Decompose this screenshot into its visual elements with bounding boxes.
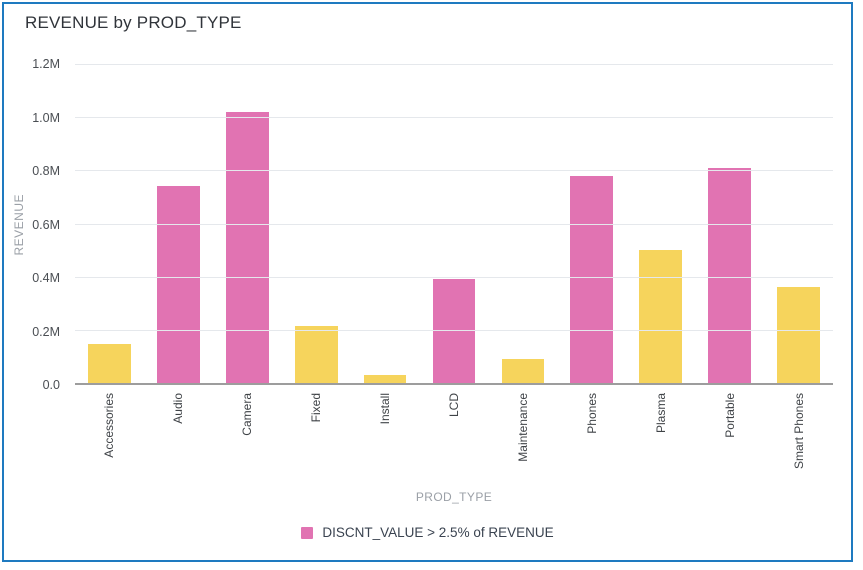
x-tick-slot: Fixed <box>282 393 351 485</box>
gridline <box>75 117 833 119</box>
x-tick-label: Accessories <box>102 393 117 458</box>
y-tick-label: 0.8M <box>32 164 60 178</box>
bar-slot <box>557 64 626 383</box>
bar-series <box>75 64 833 383</box>
y-tick-label: 0.0 <box>42 378 60 392</box>
bar-portable[interactable] <box>708 167 751 383</box>
y-tick-label: 0.6M <box>32 217 60 232</box>
x-axis-title: PROD_TYPE <box>415 490 493 504</box>
bar-slot <box>282 64 351 383</box>
legend: DISCNT_VALUE > 2.5% of REVENUE <box>4 525 851 540</box>
y-tick-label: 0.2M <box>32 324 60 339</box>
x-tick-label: Fixed <box>309 393 324 423</box>
x-tick-label: LCD <box>446 393 461 418</box>
bar-accessories[interactable] <box>88 344 131 383</box>
x-tick-slot: Audio <box>144 393 213 485</box>
bar-slot <box>626 64 695 383</box>
x-tick-slot: Maintenance <box>488 393 557 485</box>
gridline <box>75 329 833 331</box>
y-tick-label: 0.4M <box>32 271 60 285</box>
x-tick-label: Plasma <box>653 393 668 434</box>
y-tick-label: 1.2M <box>32 57 60 71</box>
plot-area <box>75 64 833 385</box>
gridline <box>75 64 833 65</box>
x-tick-slot: Phones <box>557 393 626 485</box>
bar-slot <box>213 64 282 383</box>
x-tick-label: Maintenance <box>515 393 530 462</box>
gridline <box>75 223 833 225</box>
x-tick-slot: Plasma <box>626 393 695 485</box>
bar-slot <box>420 64 489 383</box>
chart-card: REVENUE by PROD_TYPE REVENUE 1.2M 1.0M 0.8… <box>2 2 853 562</box>
bar-slot <box>75 64 144 383</box>
x-tick-slot: LCD <box>420 393 489 485</box>
x-axis-ticks: Accessories Audio Camera Fixed Install LCD Mai… <box>75 393 833 485</box>
bar-smart-phones[interactable] <box>777 287 820 383</box>
x-tick-label: Phones <box>584 393 599 434</box>
gridline <box>75 276 833 278</box>
bar-slot <box>488 64 557 383</box>
x-tick-slot: Accessories <box>75 393 144 485</box>
x-tick-slot: Portable <box>695 393 764 485</box>
bar-slot <box>351 64 420 383</box>
x-tick-label: Portable <box>722 393 737 438</box>
x-tick-slot: Camera <box>213 393 282 485</box>
y-tick-label: 1.0M <box>32 110 60 125</box>
x-tick-label: Audio <box>171 393 186 424</box>
bar-fixed[interactable] <box>294 325 338 383</box>
bar-camera[interactable] <box>225 111 269 383</box>
bar-phones[interactable] <box>570 175 614 383</box>
legend-label: DISCNT_VALUE > 2.5% of REVENUE <box>322 525 554 540</box>
bar-plasma[interactable] <box>639 250 683 383</box>
bar-maintenance[interactable] <box>501 359 545 383</box>
bar-slot <box>695 64 764 383</box>
bar-lcd[interactable] <box>432 279 476 383</box>
x-tick-label: Smart Phones <box>791 393 806 470</box>
x-tick-label: Camera <box>240 393 255 436</box>
bar-slot <box>764 64 833 383</box>
x-tick-slot: Install <box>351 393 420 485</box>
x-tick-slot: Smart Phones <box>764 393 833 485</box>
legend-item[interactable]: DISCNT_VALUE > 2.5% of REVENUE <box>301 525 554 540</box>
gridline <box>75 170 833 172</box>
x-tick-label: Install <box>378 393 393 425</box>
y-axis-ticks: 1.2M 1.0M 0.8M 0.6M 0.4M 0.2M 0.0 <box>4 57 60 392</box>
chart-title: REVENUE by PROD_TYPE <box>25 13 242 32</box>
bar-install[interactable] <box>363 375 407 383</box>
legend-swatch-icon <box>301 526 314 539</box>
bar-audio[interactable] <box>157 186 200 383</box>
bar-slot <box>144 64 213 383</box>
